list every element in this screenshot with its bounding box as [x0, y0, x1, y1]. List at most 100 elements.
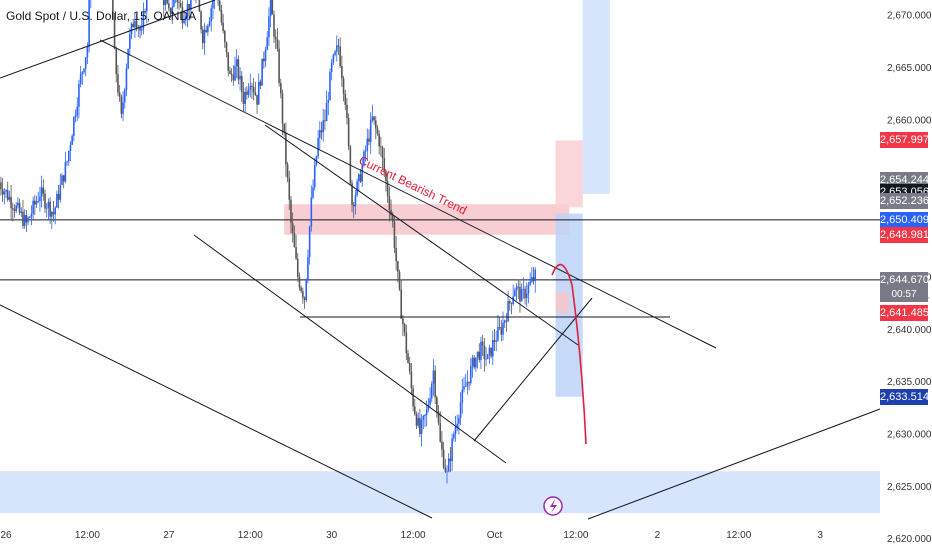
candle-body	[210, 8, 213, 22]
candle-body	[212, 0, 214, 9]
horizontal-lines-layer	[0, 219, 880, 281]
candle-body	[398, 271, 401, 290]
candle-body	[302, 291, 304, 298]
candle-body	[290, 199, 292, 224]
candle-body	[278, 48, 280, 83]
candle-body	[524, 288, 526, 299]
candle-body	[47, 201, 50, 208]
lightning-icon[interactable]	[543, 496, 563, 516]
candle-body	[471, 357, 474, 367]
candle-body	[335, 45, 338, 52]
candle-body	[495, 340, 498, 342]
candle-body	[369, 120, 372, 142]
candle-body	[276, 39, 279, 49]
candle-body	[327, 99, 330, 103]
zone-stop	[555, 292, 570, 314]
zones-layer	[0, 0, 880, 514]
candle-body	[49, 201, 51, 217]
candle-body	[296, 258, 299, 277]
candle-body	[81, 72, 84, 74]
candle-body	[480, 341, 482, 360]
candle-body	[400, 289, 403, 319]
candle-body	[380, 146, 382, 148]
time-tick-label: 27	[163, 530, 175, 541]
candle-body	[378, 133, 380, 147]
candle-body	[412, 388, 414, 407]
candle-body	[224, 30, 226, 43]
candle-body	[188, 3, 190, 10]
price-badge: 2,657.997	[880, 132, 929, 149]
candle-body	[28, 217, 31, 218]
candle-body	[288, 177, 291, 200]
candle-body	[330, 62, 333, 73]
candle-body	[507, 301, 509, 322]
price-tick-label: 2,620.000	[887, 534, 932, 545]
candle-body	[222, 22, 224, 31]
candle-body	[402, 318, 404, 325]
time-tick-label: 12:00	[726, 530, 751, 541]
candle-body	[73, 117, 75, 136]
candle-body	[181, 6, 184, 24]
candle-body	[1, 189, 4, 195]
candle-body	[449, 458, 452, 462]
candle-body	[251, 85, 253, 87]
candle-body	[520, 289, 523, 302]
candle-body	[517, 286, 520, 288]
candle-body	[456, 423, 459, 427]
candle-body	[317, 138, 319, 157]
candle-body	[69, 144, 72, 152]
candle-body	[168, 3, 170, 9]
time-axis[interactable]: 26 12:00 27 12:00 30 12:00 Oct 12:00 2 12:00 3	[0, 530, 823, 541]
candle-body	[56, 193, 58, 208]
candle-body	[285, 132, 287, 165]
candle-body	[446, 471, 448, 473]
candle-body	[347, 117, 350, 147]
trendline-channel-lower	[193, 234, 507, 464]
candle-body	[532, 277, 535, 282]
candle-body	[27, 217, 29, 223]
price-badge: 2,650.409	[880, 211, 929, 228]
time-tick-label: 12:00	[238, 530, 263, 541]
candle-body	[235, 59, 238, 67]
candle-body	[144, 11, 146, 13]
candle-body	[139, 27, 141, 31]
candle-body	[519, 286, 521, 302]
bar-countdown: 00:57	[880, 287, 928, 302]
candle-body	[298, 276, 301, 288]
candle-body	[393, 222, 396, 248]
candle-body	[78, 83, 80, 107]
candle-body	[395, 247, 397, 262]
price-badge: 2,654.244	[880, 171, 929, 188]
candle-body	[201, 29, 204, 44]
candle-body	[397, 261, 399, 272]
candle-body	[500, 327, 503, 335]
candle-body	[37, 201, 40, 202]
candle-body	[115, 48, 118, 75]
candle-body	[447, 458, 450, 472]
candle-body	[263, 58, 265, 62]
time-tick-label: 12:00	[563, 530, 588, 541]
candle-body	[3, 191, 6, 195]
candle-body	[293, 232, 296, 248]
candle-body	[468, 381, 470, 384]
candle-body	[225, 42, 228, 53]
candle-body	[178, 2, 180, 4]
candle-body	[473, 357, 475, 368]
candle-body	[313, 164, 316, 188]
candle-body	[441, 441, 443, 450]
candle-body	[57, 193, 60, 200]
candle-body	[247, 89, 250, 95]
candle-body	[405, 332, 408, 354]
candle-body	[344, 93, 347, 105]
trendline-channel-upper	[264, 124, 579, 346]
candle-body	[39, 196, 41, 202]
candle-body	[67, 151, 70, 162]
candle-body	[439, 423, 442, 442]
candle-body	[169, 8, 172, 14]
trendline-bottom-left	[0, 304, 433, 519]
trendline-bottom-right	[587, 408, 881, 520]
candle-body	[364, 150, 367, 152]
candle-body	[6, 190, 9, 200]
candle-body	[492, 339, 494, 357]
